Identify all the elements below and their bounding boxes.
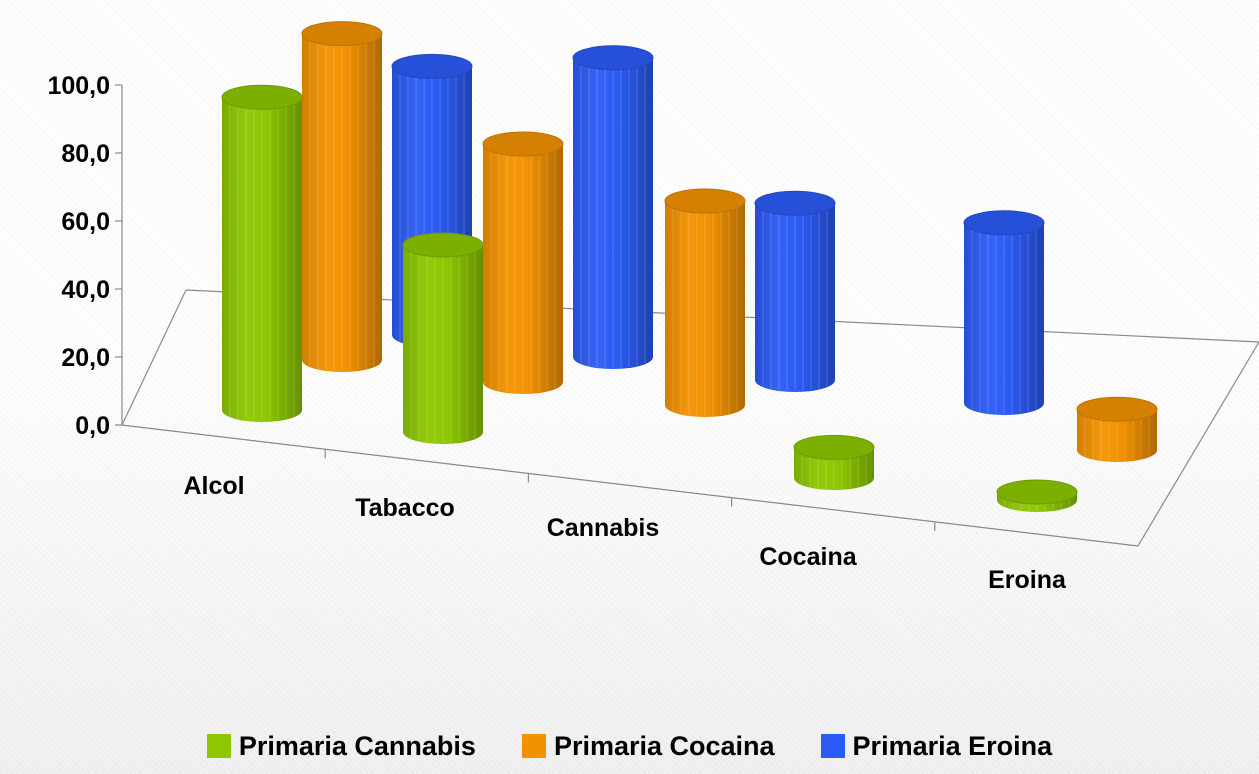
x-tick-label: Alcol: [183, 472, 244, 500]
bar: [301, 21, 383, 372]
y-axis-tick-labels: 0,0 20,0 40,0 60,0 80,0 100,0: [47, 72, 110, 440]
legend-swatch: [206, 734, 231, 758]
y-tick-label: 0,0: [75, 412, 110, 440]
floor-front-edge: [121, 424, 1139, 547]
legend-label: Primaria Cocaina: [553, 730, 775, 761]
x-tick-label: Cocaina: [759, 543, 857, 571]
bar: [996, 479, 1078, 512]
category-labels: Alcol Tabacco Cannabis Cocaina Eroina: [183, 472, 1067, 594]
floor-left-edge: [121, 289, 187, 426]
legend: Primaria Cannabis Primaria Cocaina Primari…: [0, 726, 1259, 766]
bar: [482, 131, 564, 394]
legend-item: Primaria Cocaina: [521, 730, 775, 762]
y-tick-label: 80,0: [61, 140, 110, 168]
bar: [402, 232, 484, 444]
bar: [664, 188, 746, 417]
bar: [963, 210, 1045, 415]
bar: [754, 190, 836, 392]
chart-canvas: 0,0 20,0 40,0 60,0 80,0 100,0 Alcol Tabacco Can…: [47, 21, 1259, 594]
legend-label: Primaria Eroina: [852, 730, 1053, 761]
legend-swatch: [521, 734, 546, 758]
y-tick-label: 40,0: [61, 276, 110, 304]
x-tick-label: Cannabis: [547, 514, 660, 542]
bar: [572, 45, 654, 370]
y-tick-label: 60,0: [61, 208, 110, 236]
legend-label: Primaria Cannabis: [238, 730, 476, 761]
floor-right-edge: [1137, 341, 1259, 547]
legend-item: Primaria Cannabis: [206, 730, 476, 762]
bar: [221, 84, 303, 422]
bar: [793, 434, 875, 490]
y-tick-label: 20,0: [61, 344, 110, 372]
chart-bars: [221, 21, 1158, 512]
legend-swatch: [820, 734, 845, 758]
y-tick-label: 100,0: [47, 72, 110, 100]
x-tick-label: Eroina: [988, 566, 1067, 594]
x-tick-label: Tabacco: [355, 494, 455, 522]
legend-item: Primaria Eroina: [820, 730, 1053, 762]
bar: [1076, 396, 1158, 462]
